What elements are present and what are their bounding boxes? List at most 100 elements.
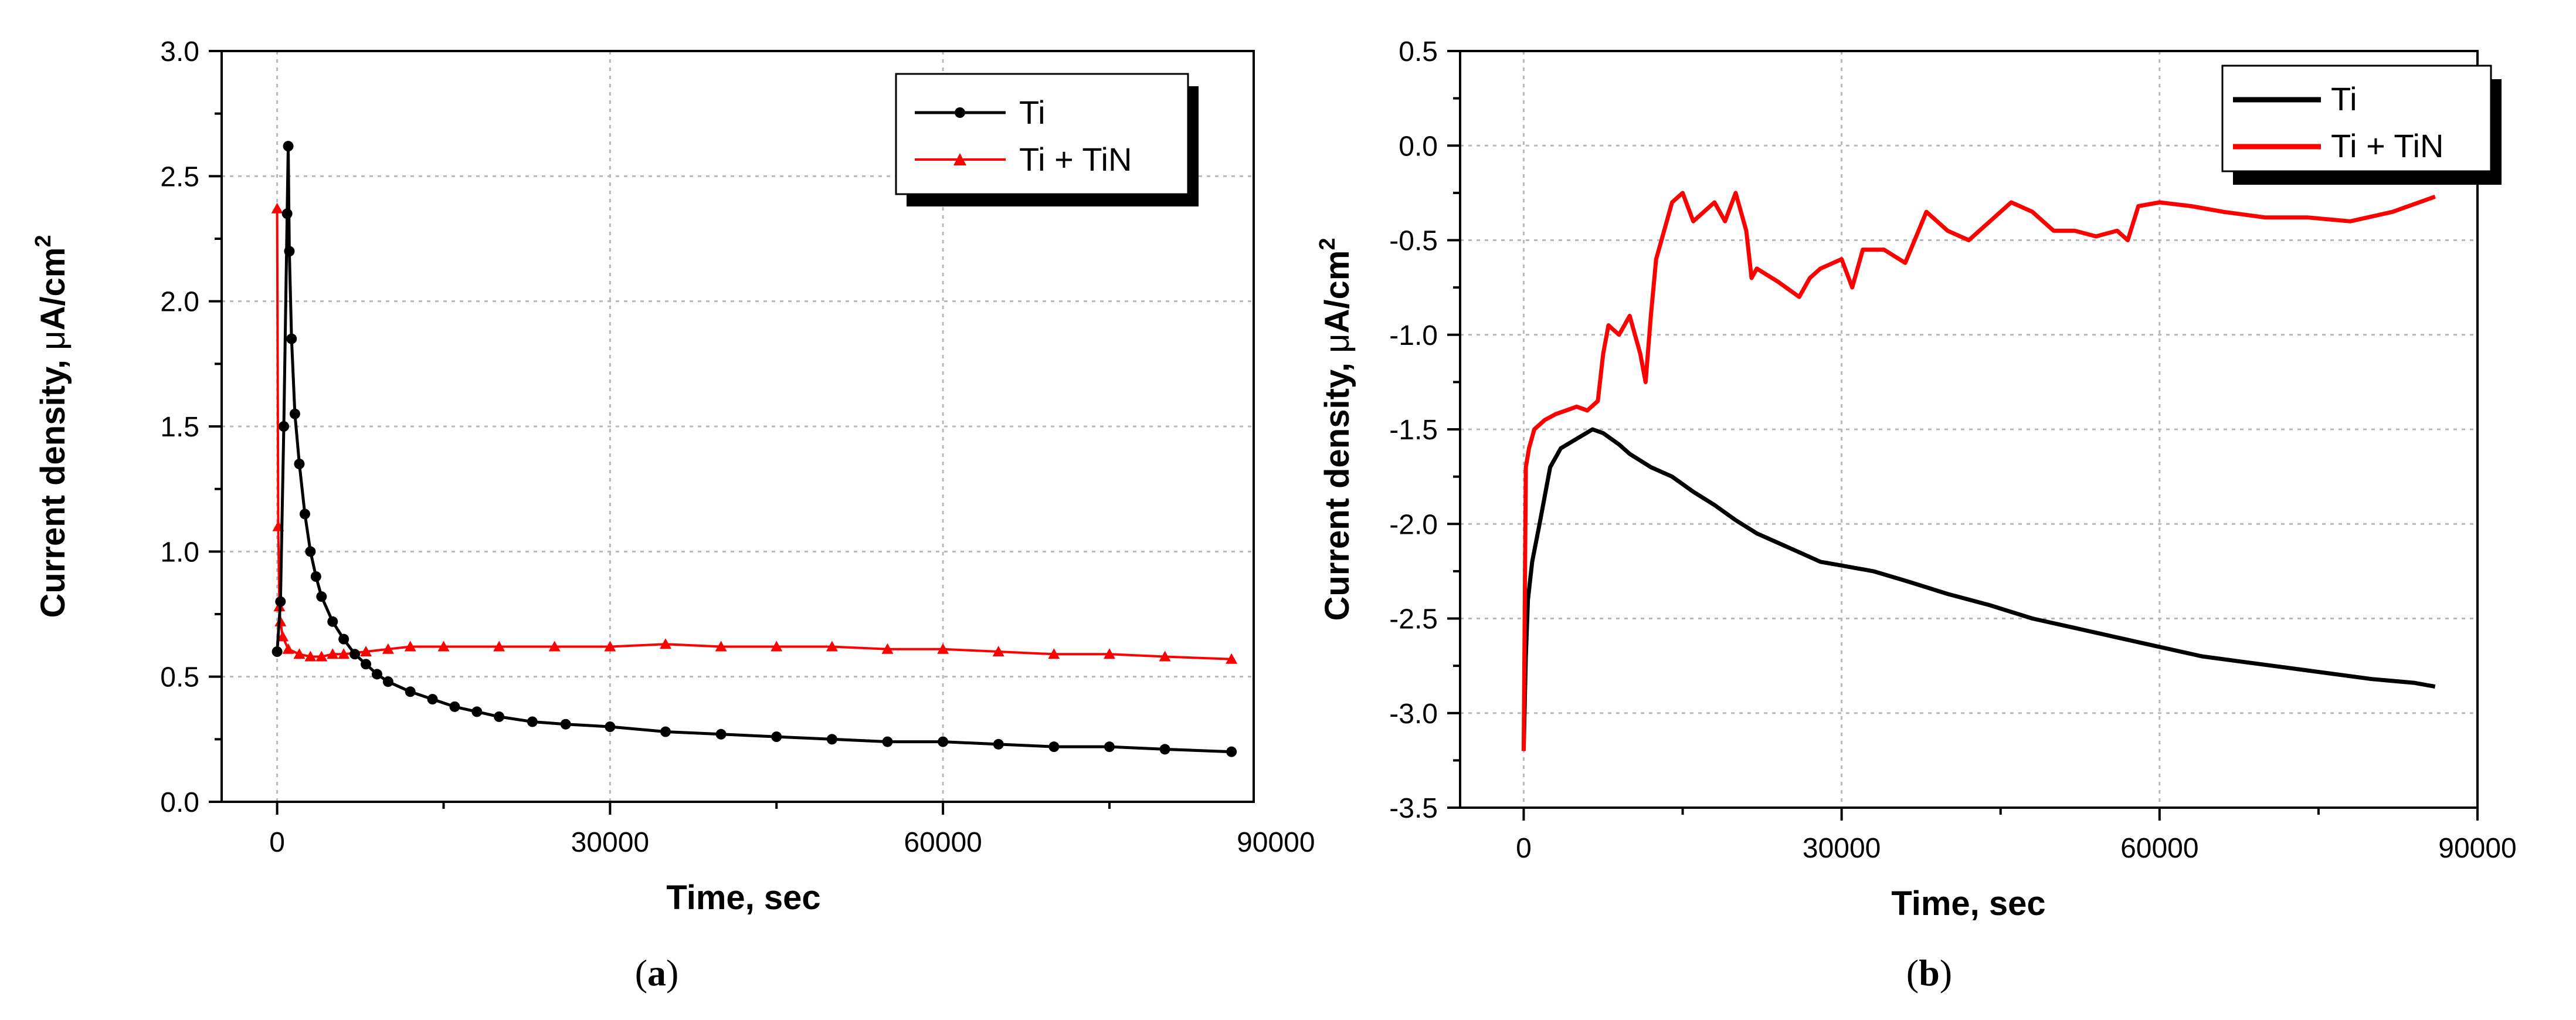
chart-a-point-ti <box>494 711 505 722</box>
chart-b-ylabel: Current density, μA/cm2 <box>1315 238 1356 621</box>
chart-a-xtick-label: 90000 <box>1237 827 1315 858</box>
chart-a-point-ti <box>294 459 305 469</box>
chart-a-series <box>271 141 1238 757</box>
chart-a-point-ti <box>316 591 327 602</box>
chart-a-point-ti <box>327 616 338 627</box>
chart-a-point-ti-tin <box>548 641 561 652</box>
chart-a-ytick-label: 2.5 <box>160 161 199 192</box>
chart-a-legend-tin-marker <box>953 153 966 165</box>
chart-a-legend-box <box>895 73 1189 195</box>
chart-a-ylabel-mu: μ <box>34 330 72 350</box>
chart-a-ytick-label: 1.5 <box>160 412 199 443</box>
chart-a-ytick-label: 2.0 <box>160 287 199 318</box>
chart-a-xtick-label: 30000 <box>571 827 649 858</box>
chart-a-point-ti <box>1159 744 1170 755</box>
chart-b-ticks: 0 30000 60000 90000 -3.5 -3.0 -2.5 -2.0 -1.5 -1.0… <box>1389 36 2516 864</box>
chart-a-point-ti <box>286 333 297 344</box>
chart-a-point-ti <box>449 701 460 712</box>
chart-a-point-ti-tin <box>282 643 294 654</box>
chart-a-point-ti-tin <box>493 641 505 652</box>
chart-b: 0 30000 60000 90000 -3.5 -3.0 -2.5 -2.0 -1.5 -1.0… <box>1315 36 2517 994</box>
chart-a-point-ti <box>271 646 283 657</box>
chart-a-ytick-label: 3.0 <box>160 36 199 67</box>
chart-b-xlabel: Time, sec <box>1891 885 2045 923</box>
chart-a-point-ti-tin <box>437 641 450 652</box>
chart-a-series-ti-tin-line <box>276 208 1232 660</box>
chart-a-point-ti <box>289 408 300 419</box>
chart-a: 0 30000 60000 90000 0.0 0.5 1.0 1.5 2.0 2.5 3.0 Ti… <box>31 36 1315 994</box>
chart-b-ytick-label: -2.5 <box>1389 604 1438 635</box>
chart-a-point-ti <box>527 716 538 727</box>
chart-a-point-ti <box>382 676 393 687</box>
chart-a-ylabel-exp: 2 <box>31 235 56 248</box>
chart-a-point-ti <box>471 706 483 717</box>
chart-a-point-ti <box>560 719 571 730</box>
chart-a-point-ti-tin <box>1226 653 1238 664</box>
chart-b-ytick-label: -1.0 <box>1389 320 1438 351</box>
chart-b-series <box>1521 191 2436 751</box>
chart-a-point-ti <box>715 728 727 740</box>
chart-a-point-ti <box>405 686 416 697</box>
chart-a-point-ti <box>349 649 361 660</box>
chart-a-ytick-label: 1.0 <box>160 537 199 568</box>
chart-a-point-ti-tin <box>327 648 339 659</box>
chart-a-point-ti <box>299 509 310 520</box>
chart-a-point-ti-tin <box>277 631 289 642</box>
chart-a-xlabel: Time, sec <box>666 879 820 917</box>
chart-a-point-ti <box>771 731 782 743</box>
chart-a-legend-tin-label: Ti + TiN <box>1019 141 1132 178</box>
chart-a-point-ti-tin <box>360 646 372 656</box>
chart-a-point-ti-tin <box>1048 648 1060 659</box>
chart-a-point-ti <box>278 421 289 432</box>
chart-b-caption-letter: b <box>1919 952 1940 994</box>
chart-a-point-ti-tin <box>1103 648 1115 659</box>
chart-b-ytick-label: -3.5 <box>1389 793 1438 824</box>
chart-a-point-ti-tin <box>826 641 838 652</box>
chart-b-ylabel-exp: 2 <box>1315 238 1340 250</box>
chart-a-point-ti-tin <box>304 650 317 662</box>
chart-a-caption: (a) <box>635 952 679 994</box>
chart-a-point-ti <box>281 208 293 219</box>
chart-a-point-ti-tin <box>992 646 1004 656</box>
chart-b-ytick-label: 0.5 <box>1399 36 1438 67</box>
chart-a-ytick-label: 0.0 <box>160 787 199 818</box>
chart-b-ytick-label: -3.0 <box>1389 699 1438 730</box>
chart-b-ytick-label: -2.0 <box>1389 509 1438 540</box>
chart-b-series-ti-line <box>1521 427 2436 751</box>
chart-a-point-ti-tin <box>604 641 616 652</box>
chart-b-ytick-label: -0.5 <box>1389 226 1438 257</box>
chart-b-legend: Ti Ti + TiN <box>2221 65 2502 185</box>
chart-b-ylabel-unit: A/cm <box>1318 250 1356 334</box>
chart-a-caption-letter: a <box>647 952 666 994</box>
chart-a-legend: Ti Ti + TiN <box>895 73 1199 206</box>
chart-a-point-ti <box>993 738 1004 750</box>
chart-a-point-ti <box>310 571 321 582</box>
chart-a-ylabel-main: Current density, <box>34 350 72 618</box>
chart-a-legend-ti-label: Ti <box>1019 94 1046 131</box>
chart-a-point-ti <box>882 736 893 747</box>
chart-b-ytick-label: 0.0 <box>1399 131 1438 162</box>
chart-a-ylabel-unit: A/cm <box>34 248 72 331</box>
chart-b-legend-tin-label: Ti + TiN <box>2331 127 2443 164</box>
chart-a-point-ti-tin <box>382 643 394 654</box>
chart-a-series-ti-line <box>276 144 1232 754</box>
chart-a-xtick-label: 60000 <box>904 827 982 858</box>
chart-a-point-ti <box>1048 741 1060 753</box>
chart-a-point-ti-tin <box>659 638 671 649</box>
chart-a-point-ti <box>660 726 671 737</box>
chart-a-point-ti-tin <box>271 202 283 214</box>
chart-b-xtick-label: 60000 <box>2120 833 2198 864</box>
chart-a-point-ti-tin <box>315 650 328 662</box>
chart-a-point-ti <box>275 596 286 607</box>
chart-a-point-ti <box>826 734 837 745</box>
chart-a-point-ti-tin <box>715 641 727 652</box>
chart-a-point-ti <box>338 633 349 645</box>
chart-a-point-ti-tin <box>771 641 783 652</box>
chart-a-ytick-label: 0.5 <box>160 662 199 693</box>
chart-a-point-ti <box>605 721 616 732</box>
chart-a-point-ti-tin <box>937 643 949 654</box>
chart-b-legend-ti-label: Ti <box>2331 80 2357 117</box>
chart-a-point-ti-tin <box>338 648 350 659</box>
chart-a-point-ti-tin <box>1159 650 1171 662</box>
